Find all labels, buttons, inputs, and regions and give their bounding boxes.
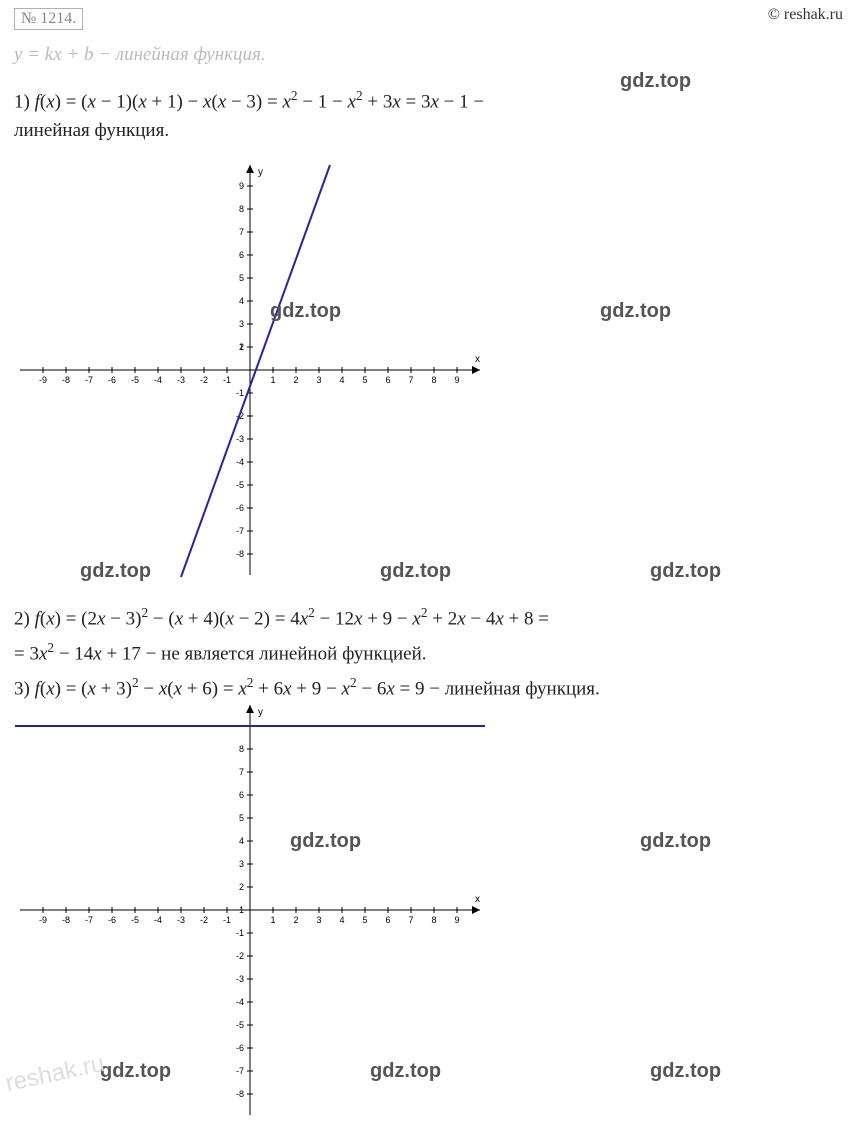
svg-text:1: 1	[270, 375, 275, 385]
svg-text:2: 2	[293, 915, 298, 925]
svg-text:-6: -6	[236, 1043, 244, 1053]
svg-text:x: x	[475, 894, 480, 905]
svg-text:-8: -8	[236, 1089, 244, 1099]
svg-text:-3: -3	[236, 434, 244, 444]
svg-text:-7: -7	[236, 1066, 244, 1076]
svg-text:4: 4	[339, 915, 344, 925]
svg-text:9: 9	[239, 181, 244, 191]
svg-text:2: 2	[293, 375, 298, 385]
svg-text:1: 1	[239, 905, 244, 915]
gdz-watermark: gdz.top	[290, 830, 361, 853]
svg-text:4: 4	[239, 836, 244, 846]
gdz-watermark: gdz.top	[650, 560, 721, 583]
svg-text:-9: -9	[39, 915, 47, 925]
svg-text:-8: -8	[62, 915, 70, 925]
svg-text:6: 6	[239, 250, 244, 260]
item1-text: 1) f(x) = (x − 1)(x + 1) − x(x − 3) = x2…	[14, 88, 484, 113]
gdz-watermark: gdz.top	[650, 1060, 721, 1083]
svg-text:5: 5	[362, 915, 367, 925]
svg-text:3: 3	[316, 375, 321, 385]
subtitle-formula: y = kx + b − линейная функция.	[14, 44, 266, 66]
svg-text:-7: -7	[236, 526, 244, 536]
svg-text:-4: -4	[154, 915, 162, 925]
svg-text:-6: -6	[108, 915, 116, 925]
svg-text:-3: -3	[177, 915, 185, 925]
svg-text:-6: -6	[108, 375, 116, 385]
gdz-watermark: gdz.top	[600, 300, 671, 323]
svg-text:7: 7	[239, 227, 244, 237]
svg-text:-9: -9	[39, 375, 47, 385]
svg-text:-5: -5	[131, 375, 139, 385]
svg-text:1: 1	[239, 342, 244, 352]
svg-text:-4: -4	[236, 457, 244, 467]
svg-text:8: 8	[431, 915, 436, 925]
svg-text:7: 7	[239, 767, 244, 777]
svg-text:-8: -8	[62, 375, 70, 385]
svg-text:y: y	[258, 707, 263, 718]
svg-text:-5: -5	[236, 480, 244, 490]
item2-text: 2) f(x) = (2x − 3)2 − (x + 4)(x − 2) = 4…	[14, 605, 549, 630]
svg-text:9: 9	[454, 915, 459, 925]
task-number: № 1214.	[21, 10, 76, 27]
svg-text:-3: -3	[177, 375, 185, 385]
svg-text:7: 7	[408, 375, 413, 385]
gdz-watermark: gdz.top	[100, 1060, 171, 1083]
svg-text:-1: -1	[223, 375, 231, 385]
svg-text:3: 3	[239, 859, 244, 869]
svg-text:-5: -5	[131, 915, 139, 925]
svg-text:5: 5	[362, 375, 367, 385]
svg-text:-7: -7	[85, 915, 93, 925]
item1-cont: линейная функция.	[14, 120, 169, 142]
svg-text:5: 5	[239, 273, 244, 283]
svg-text:x: x	[475, 354, 480, 365]
item3-text: 3) f(x) = (x + 3)2 − x(x + 6) = x2 + 6x …	[14, 675, 600, 700]
svg-text:1: 1	[270, 915, 275, 925]
gdz-watermark: gdz.top	[640, 830, 711, 853]
svg-text:2: 2	[239, 882, 244, 892]
item2b-text: = 3x2 − 14x + 17 − не является линейной …	[14, 640, 427, 665]
svg-text:5: 5	[239, 813, 244, 823]
svg-text:-6: -6	[236, 503, 244, 513]
svg-text:9: 9	[454, 375, 459, 385]
svg-text:-3: -3	[236, 974, 244, 984]
svg-text:6: 6	[385, 915, 390, 925]
svg-text:3: 3	[239, 319, 244, 329]
task-number-box: № 1214.	[14, 8, 83, 30]
svg-text:-2: -2	[200, 915, 208, 925]
chart1-line-plot: -9 -8 -7 -6 -5 -4 -3 -2 -1 1 2 3 4 5 6 7 8 9 9 8 7 6 5 4…	[10, 160, 490, 580]
svg-text:7: 7	[408, 915, 413, 925]
svg-text:y: y	[258, 167, 263, 178]
svg-text:6: 6	[239, 790, 244, 800]
svg-text:4: 4	[239, 296, 244, 306]
svg-text:-7: -7	[85, 375, 93, 385]
svg-text:-5: -5	[236, 1020, 244, 1030]
copyright: © reshak.ru	[768, 6, 843, 24]
svg-text:-2: -2	[236, 951, 244, 961]
gdz-watermark: gdz.top	[270, 300, 341, 323]
svg-text:8: 8	[239, 204, 244, 214]
svg-text:3: 3	[316, 915, 321, 925]
svg-text:-1: -1	[236, 388, 244, 398]
svg-text:8: 8	[239, 744, 244, 754]
svg-text:-4: -4	[154, 375, 162, 385]
svg-text:8: 8	[431, 375, 436, 385]
svg-text:-1: -1	[223, 915, 231, 925]
gdz-watermark: gdz.top	[80, 560, 151, 583]
gdz-watermark: gdz.top	[370, 1060, 441, 1083]
svg-text:4: 4	[339, 375, 344, 385]
gdz-watermark: gdz.top	[380, 560, 451, 583]
svg-text:-2: -2	[200, 375, 208, 385]
svg-text:-1: -1	[236, 928, 244, 938]
svg-text:-8: -8	[236, 549, 244, 559]
gdz-watermark: gdz.top	[620, 70, 691, 93]
svg-text:-4: -4	[236, 997, 244, 1007]
svg-text:6: 6	[385, 375, 390, 385]
